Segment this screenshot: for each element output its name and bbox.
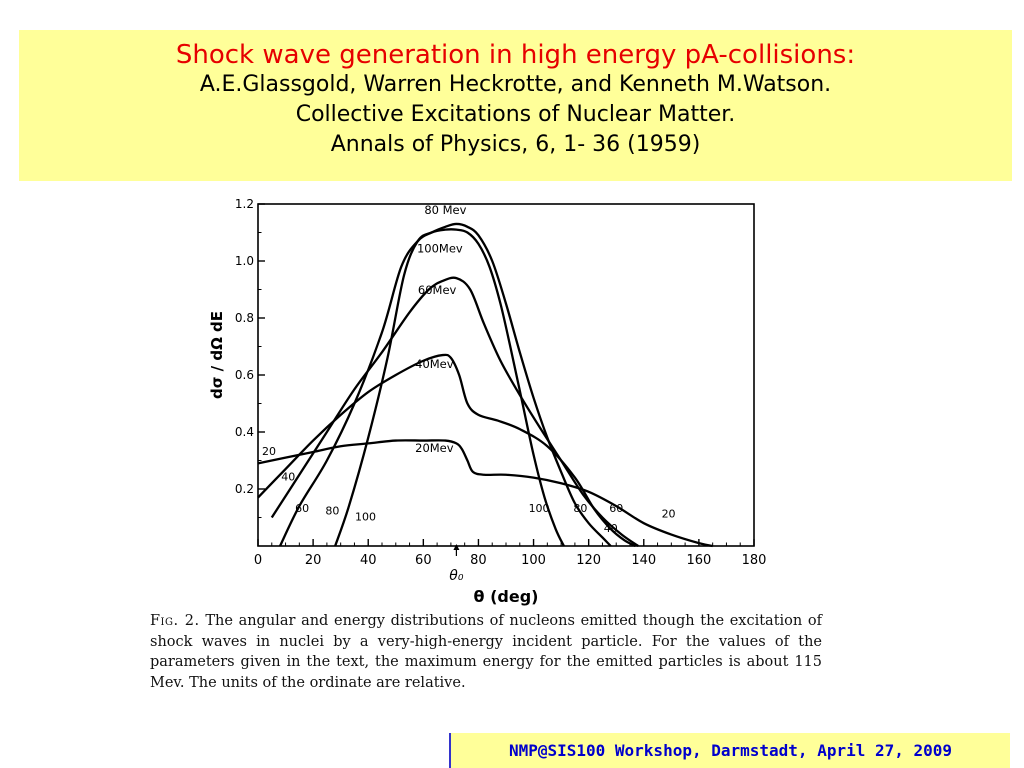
x-tick-label: 100 [521, 553, 546, 568]
caption-text: The angular and energy distributions of … [150, 613, 822, 691]
curve-end-label: 80 [573, 502, 587, 515]
figure-caption: Fig. 2. The angular and energy distribut… [150, 611, 822, 693]
curve-name-label: 100Mev [417, 241, 463, 255]
curve-end-label: 60 [609, 502, 623, 515]
curve-start-label: 100 [355, 510, 376, 523]
curve-name-label: 60Mev [418, 283, 457, 297]
paper-title-line: Collective Excitations of Nuclear Matter… [295, 102, 736, 127]
y-tick-label: 1.2 [235, 197, 254, 211]
x-axis-label: θ (deg) [474, 587, 539, 606]
title-banner: Shock wave generation in high energy pA-… [19, 30, 1012, 181]
curve-start-label: 60 [295, 502, 309, 515]
x-tick-label: 60 [415, 553, 432, 568]
curve-3 [270, 276, 639, 547]
y-tick-label: 0.8 [235, 311, 254, 325]
curve-end-label: 40 [604, 522, 618, 535]
curve-start-label: 80 [325, 505, 339, 518]
x-tick-label: 160 [686, 553, 711, 568]
theta0-marker-arrow [453, 544, 460, 550]
x-tick-label: 20 [305, 553, 322, 568]
y-tick-label: 0.6 [235, 368, 254, 382]
authors-line: A.E.Glassgold, Warren Heckrotte, and Ken… [199, 72, 832, 97]
x-tick-label: 180 [742, 553, 767, 568]
curve-name-label: 40Mev [415, 357, 454, 371]
chart-curves [257, 222, 713, 548]
x-tick-label: 0 [254, 553, 262, 568]
footer-text: NMP@SIS100 Workshop, Darmstadt, April 27… [508, 741, 953, 760]
curve-1 [279, 222, 612, 547]
x-tick-label: 80 [470, 553, 487, 568]
chart-labels: 80 Mev 80 80 100Mev 100 100 60Mev 60 60 40Mev 40 40… [262, 203, 676, 535]
slide-title: Shock wave generation in high energy pA-… [175, 40, 856, 70]
x-tick-label: 120 [576, 553, 601, 568]
chart-axes: 0 20 40 60 80 100 120 140 160 180 0.2 0.4 0.6 0.8 1.0 1… [208, 197, 766, 606]
y-axis-label: dσ / dΩ dE [208, 311, 226, 399]
curve-4 [257, 353, 637, 548]
curve-name-label: 80 Mev [424, 203, 466, 217]
y-tick-label: 0.2 [235, 482, 254, 496]
curve-name-label: 20Mev [415, 441, 454, 455]
caption-label: Fig. 2. [150, 613, 200, 629]
chart-figure: 0 20 40 60 80 100 120 140 160 180 0.2 0.4 0.6 0.8 1.0 1… [190, 188, 830, 608]
y-tick-label: 0.4 [235, 425, 254, 439]
journal-line: Annals of Physics, 6, 1- 36 (1959) [330, 132, 701, 157]
plot-frame [257, 203, 755, 547]
theta0-marker-label: θ₀ [449, 568, 464, 584]
chart-svg: 0 20 40 60 80 100 120 140 160 180 0.2 0.4 0.6 0.8 1.0 1… [208, 197, 766, 606]
y-tick-label: 1.0 [235, 254, 254, 268]
curve-end-label: 20 [662, 508, 676, 521]
footer-banner: NMP@SIS100 Workshop, Darmstadt, April 27… [449, 733, 1010, 768]
x-tick-label: 40 [360, 553, 377, 568]
x-tick-label: 140 [631, 553, 656, 568]
curve-end-label: 100 [529, 502, 550, 515]
curve-start-label: 40 [281, 470, 295, 483]
curve-5 [257, 439, 713, 548]
curve-2 [334, 228, 565, 547]
curve-start-label: 20 [262, 445, 276, 458]
